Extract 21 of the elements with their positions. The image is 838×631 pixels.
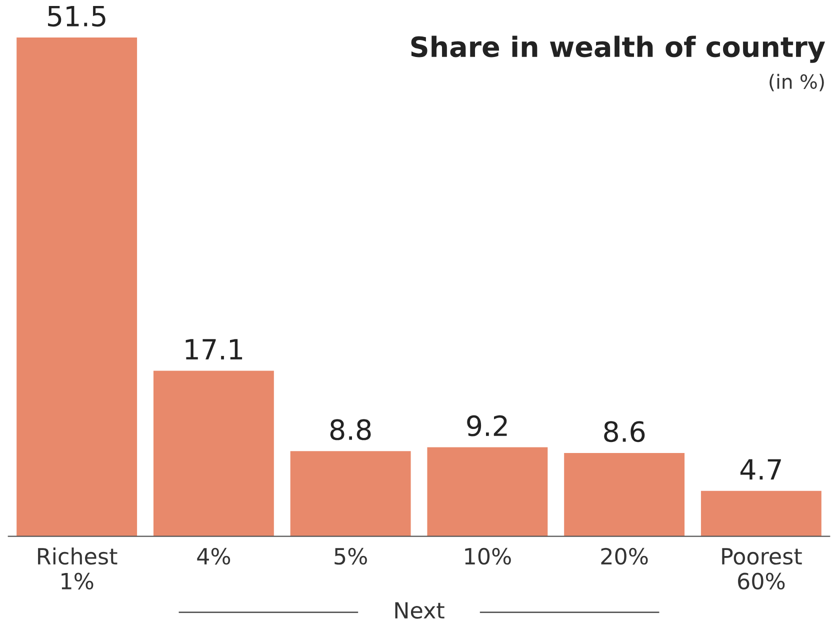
x-tick-label: 10% (465, 548, 511, 565)
data-label: 4.7 (740, 459, 781, 480)
bar (153, 370, 274, 536)
x-tick-label: Poorest 60% (722, 548, 802, 590)
chart-title: Share in wealth of country (411, 36, 826, 63)
data-label: 17.1 (186, 339, 242, 360)
data-label: 51.5 (48, 6, 106, 27)
x-tick-label: Richest 1% (38, 547, 118, 590)
text: (in %) (770, 74, 824, 92)
bar (427, 447, 548, 536)
bar (290, 451, 411, 536)
bar (700, 490, 822, 536)
data-label: 8.6 (604, 421, 645, 442)
text: Next (395, 602, 444, 619)
x-tick-label: 5% (334, 548, 367, 565)
data-label: 9.2 (467, 415, 507, 436)
bar (16, 38, 138, 536)
x-tick-label: 4% (197, 548, 230, 565)
bar (564, 453, 685, 536)
data-label: 8.8 (330, 419, 371, 440)
x-tick-label: 20% (601, 548, 648, 565)
